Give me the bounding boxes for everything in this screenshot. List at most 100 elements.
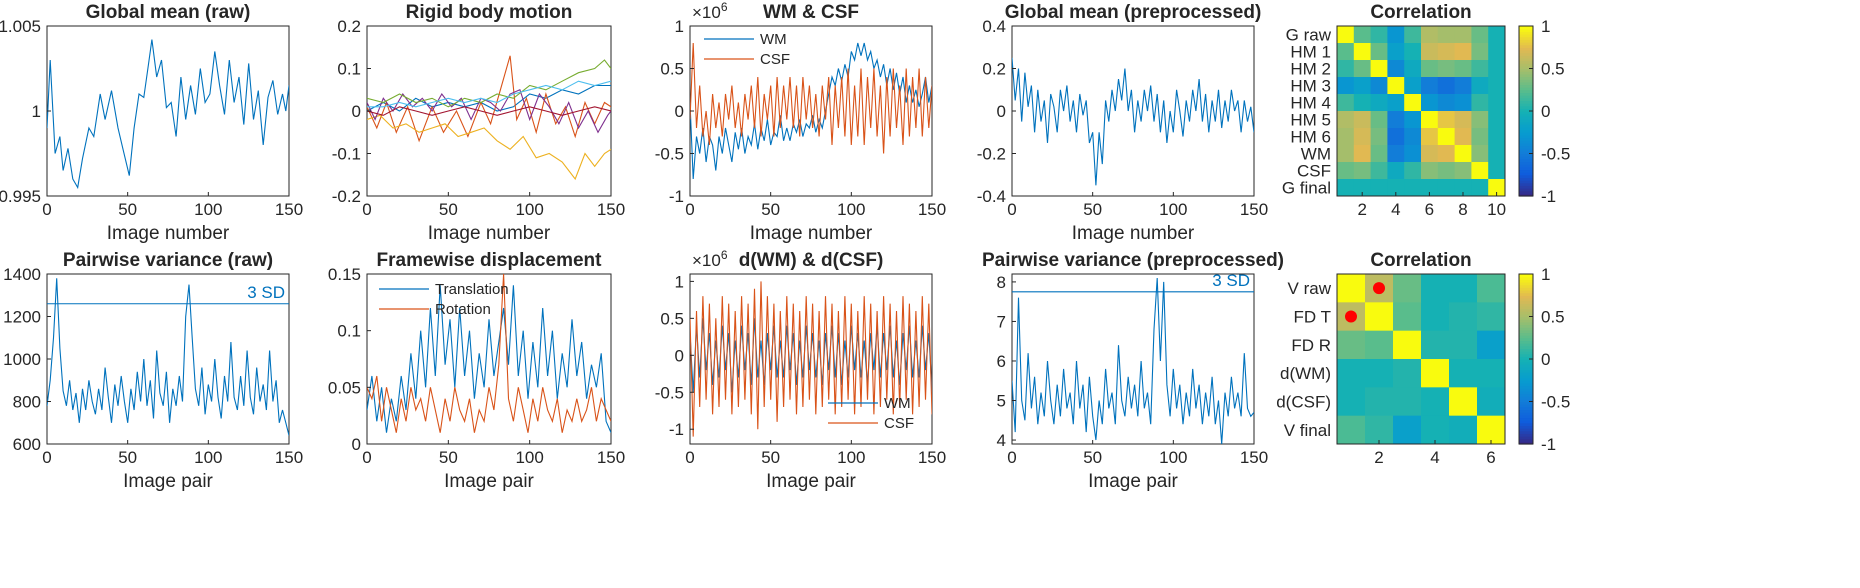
colorbar-segment [1519,41,1533,46]
x-axis-label: Image number [750,223,873,244]
colorbar-segment [1519,142,1533,147]
colorbar-segment [1519,26,1533,30]
y-exponent-label: ×106 [692,0,728,22]
heatmap-cell [1477,359,1506,388]
axes-box [46,273,290,445]
row-label: WM [1301,145,1331,164]
legend-label: Rotation [435,301,491,318]
colorbar-segment [1519,295,1533,299]
colorbar-segment [1519,401,1533,405]
heatmap-cell [1488,60,1506,78]
panel-title: Framewise displacement [377,250,603,271]
heatmap-cell [1337,359,1366,388]
heatmap-cell [1454,26,1472,44]
colorbar-segment [1519,60,1533,64]
colorbar-label: -0.5 [1541,145,1570,164]
heatmap-cell [1421,77,1439,95]
heatmap-cell [1353,77,1372,95]
colorbar-segment [1519,49,1533,54]
heatmap-cell [1365,415,1394,445]
colorbar-segment [1519,313,1533,318]
colorbar-segment [1519,132,1533,136]
heatmap-cell [1471,43,1489,61]
x-tick-label: 100 [837,200,865,219]
colorbar-segment [1519,153,1533,157]
row-label: G final [1282,179,1331,198]
heatmap-cell [1353,162,1372,180]
heatmap-cell [1370,43,1388,61]
colorbar-segment [1519,441,1533,445]
x-tick-label: 2 [1357,200,1366,219]
heatmap-cell [1421,359,1450,388]
heatmap-cell [1477,330,1506,360]
colorbar-segment [1519,284,1533,288]
x-tick-label: 150 [918,448,946,467]
heatmap-cell [1393,415,1422,445]
colorbar-segment [1519,134,1533,139]
significance-marker [1345,310,1357,323]
series-line-green [367,59,611,108]
x-tick-label: 100 [194,200,222,219]
panel-title: Rigid body motion [406,2,573,23]
colorbar-segment [1519,281,1533,286]
x-tick-label: 50 [439,448,458,467]
exponent-power: 6 [721,0,728,14]
row-label: HM 4 [1290,94,1331,113]
colorbar-segment [1519,438,1533,442]
heatmap-cell [1437,60,1456,78]
series-line-blue [47,39,289,190]
heatmap-cell [1404,128,1422,146]
y-tick-label: 1 [675,272,684,291]
heatmap-cell [1337,162,1355,180]
x-tick-label: 150 [275,448,303,467]
panel-title: Pairwise variance (raw) [63,250,273,271]
colorbar-segment [1519,390,1533,395]
heatmap-cell [1337,43,1355,61]
colorbar-segment [1519,303,1533,307]
y-tick-label: 1400 [3,265,41,284]
heatmap-cell [1471,179,1489,197]
colorbar-segment [1519,140,1533,144]
colorbar-segment [1519,180,1533,184]
panel-p7: Framewise displacement 0 50 100 150 0 0.05 0.1 0… [328,250,625,492]
colorbar-segment [1519,297,1533,302]
series-line-maroon [367,106,611,116]
colorbar-segment [1519,68,1533,72]
colorbar-segment [1519,417,1533,421]
colorbar-segment [1519,47,1533,51]
heatmap-cell [1449,330,1478,360]
colorbar-label: 0.5 [1541,308,1565,327]
heatmap-cell [1393,387,1422,417]
heatmap-cell [1370,77,1388,95]
heatmap-cell [1421,179,1439,197]
colorbar-segment [1519,366,1533,371]
y-tick-label: 1200 [3,308,41,327]
colorbar-segment [1519,148,1533,152]
heatmap-cell [1387,60,1405,78]
x-tick-label: 150 [597,448,625,467]
colorbar-label: 0 [1541,102,1550,121]
y-tick-label: 0 [997,102,1006,121]
heatmap-cell [1454,162,1472,180]
y-tick-label: 1000 [3,350,41,369]
colorbar-segment [1519,105,1533,109]
y-tick-label: 0.2 [337,17,361,36]
heatmap-cell [1477,415,1506,445]
heatmap-cell [1471,94,1489,112]
heatmap-cell [1337,60,1355,78]
heatmap-cell [1437,43,1456,61]
heatmap-cell [1471,77,1489,95]
panel-p1: Global mean (raw) 0 50 100 150 0.995 1 1.005 Ima… [0,2,303,244]
heatmap-cell [1337,111,1355,129]
colorbar-segment [1519,100,1533,104]
heatmap-cell [1488,145,1506,163]
y-tick-label: 0.4 [982,17,1006,36]
colorbar-segment [1519,361,1533,365]
x-tick-label: 0 [362,448,371,467]
panel-title: WM & CSF [763,2,859,23]
heatmap-cell [1421,330,1450,360]
colorbar-segment [1519,308,1533,312]
colorbar-segment [1519,92,1533,96]
heatmap-cell [1393,274,1422,303]
heatmap-cell [1454,77,1472,95]
